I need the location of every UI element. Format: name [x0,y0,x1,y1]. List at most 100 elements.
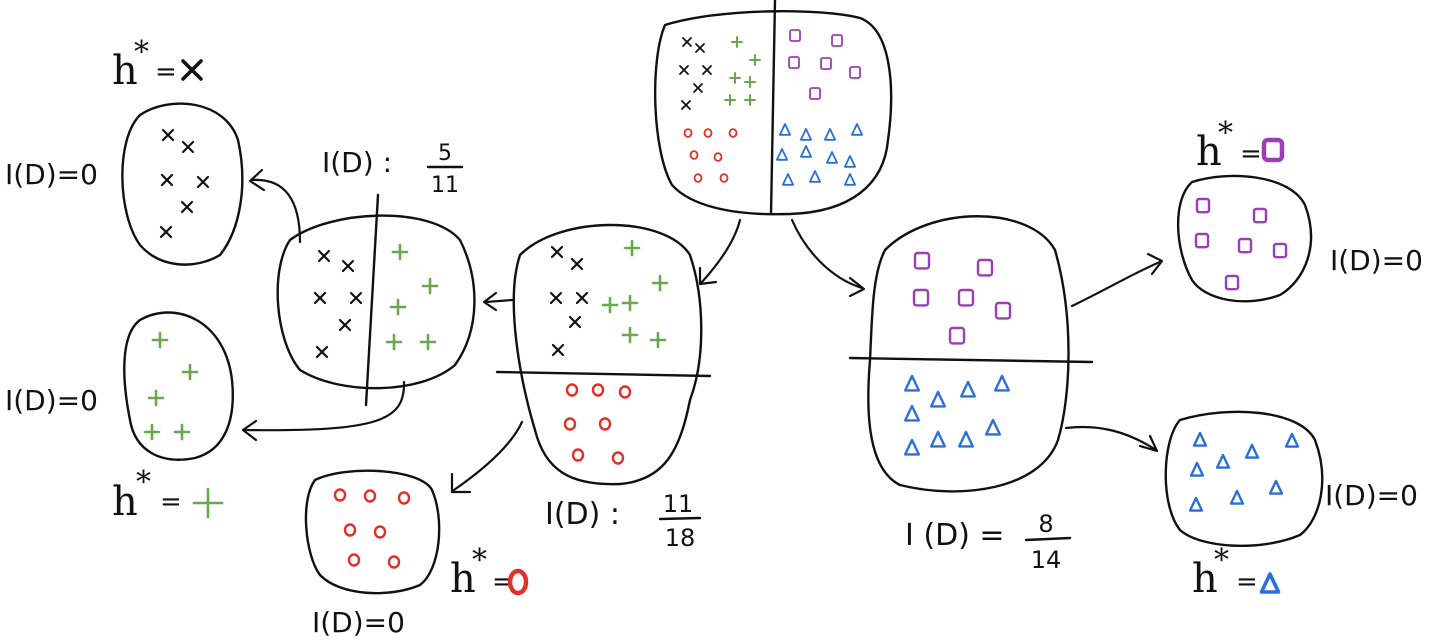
plus-mark [621,326,639,344]
plus-mark [192,487,224,519]
square-mark [789,29,801,42]
triangle-mark [782,173,794,186]
triangle-mark [779,123,791,136]
triangle-mark [904,374,920,392]
cross-mark [313,291,327,305]
plus-mark [724,94,736,106]
cross-mark [341,259,355,273]
left-left-split-line [364,193,380,407]
circle-mark [363,489,377,503]
leaf-plus-hstar-eq: = [160,487,182,517]
left-child-split-line [495,370,712,378]
leaf-triangle-hstar: h [1192,556,1218,602]
cross-mark [181,59,203,81]
left-child-impurity-label: I(D) : [545,497,620,532]
triangle-mark [824,128,836,141]
square-mark [913,251,931,270]
cross-mark [161,128,175,142]
right-child-fraction-bar [1024,536,1072,542]
triangle-mark [960,380,976,398]
arrow-root-to-left-child [698,218,742,286]
plus-mark [744,94,756,106]
right-child-split-line [848,356,1094,364]
circle-mark [373,525,387,539]
plus-mark [744,76,756,88]
left-child-outline [512,223,703,486]
plus-mark [421,277,439,295]
leaf-plus-impurity: I(D)=0 [5,384,98,417]
leaf-triangle-hstar-symbol [1259,572,1281,594]
leaf-circle-hstar-symbol [507,568,529,596]
square-mark [994,301,1012,320]
arrow-right-child-to-triangle-leaf [1064,425,1159,453]
plus-mark [419,333,437,351]
triangle-mark [930,390,946,408]
leaf-circle-marks [333,488,411,569]
cross-mark [181,140,195,154]
leaf-plus-hstar-sup: * [136,465,151,500]
square-mark [831,34,843,47]
triangle-mark [904,404,920,422]
cross-mark [679,65,689,75]
plus-mark [151,331,169,349]
leaf-square-marks [1194,197,1288,291]
triangle-mark [1229,489,1245,505]
left-child-node: I(D) : 11 18 [495,223,712,552]
cross-mark [681,100,691,110]
leaf-circle-outline [304,469,441,595]
circle-mark [563,417,577,431]
leaf-plus-outline [123,311,234,461]
arrow-right-child-to-square-leaf [1070,252,1164,308]
leaf-triangle-impurity: I(D)=0 [1325,479,1418,512]
arrow-root-to-right-child [790,218,866,298]
leaf-triangle-hstar-sup: * [1214,543,1229,578]
right-child-impurity-numerator: 8 [1038,510,1053,538]
triangle-mark [1215,453,1231,469]
triangle-mark [809,170,821,183]
leaf-square-hstar-eq: = [1240,139,1262,169]
leaf-triangle-outline [1164,410,1324,548]
triangle-mark [800,145,812,158]
square-mark [948,326,966,345]
leaf-circle-node: I(D)=0 h * = [304,469,529,639]
circle-mark [333,488,347,502]
circle-mark [565,383,579,397]
leaf-cross-impurity: I(D)=0 [5,158,98,191]
left-left-impurity-label: I(D) : [322,146,392,179]
triangle-mark [994,374,1010,392]
right-child-node: I (D) = 8 14 [848,215,1094,574]
right-child-outline [867,215,1070,493]
arrows [241,168,1164,494]
square-mark [1252,207,1268,224]
square-mark [1272,242,1288,259]
plus-mark [173,423,191,441]
leaf-circle-hstar-eq: = [492,567,514,597]
square-mark [809,87,821,100]
cross-mark [550,245,564,259]
leaf-triangle-marks [1188,431,1300,512]
leaf-square-hstar-sup: * [1218,116,1233,151]
leaf-square-outline [1176,174,1313,303]
leaf-triangle-node: I(D)=0 h * = [1164,410,1418,602]
cross-mark [682,37,692,47]
cross-mark [159,225,173,239]
leaf-cross-hstar-eq: = [155,57,177,87]
leaf-circle-impurity: I(D)=0 [312,606,405,639]
cross-mark [568,315,582,329]
triangle-mark [1284,432,1300,448]
plus-mark [649,331,667,349]
plus-mark [621,294,639,312]
triangle-mark [776,148,788,161]
circle-mark [591,383,605,397]
left-left-outline [276,214,476,390]
cross-mark [551,343,565,357]
plus-mark [181,363,199,381]
circle-mark [728,128,738,138]
plus-mark [601,296,619,314]
cross-mark [180,200,194,214]
leaf-square-hstar-symbol [1261,137,1285,163]
triangle-mark [851,123,863,136]
circle-mark [719,173,729,183]
left-left-impurity-numerator: 5 [438,141,452,166]
